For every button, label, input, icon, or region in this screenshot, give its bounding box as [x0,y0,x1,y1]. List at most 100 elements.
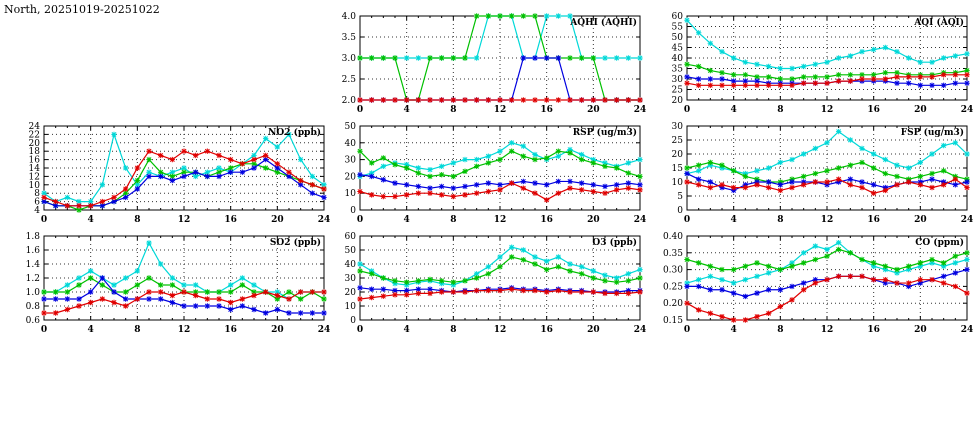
svg-text:0: 0 [350,206,356,216]
svg-text:60: 60 [672,12,684,22]
svg-text:8: 8 [134,325,140,335]
svg-text:0: 0 [684,325,690,335]
svg-text:40: 40 [345,260,357,270]
chart-o3: 0 10 20 30 40 50 60 0 4 8 12 16 20 24 O3 (ppb) [318,228,648,340]
svg-text:0.15: 0.15 [663,316,683,326]
svg-text:0: 0 [350,316,356,326]
svg-text:0: 0 [41,325,47,335]
svg-text:10: 10 [345,189,357,199]
fsp-title: FSP (ug/m3) [901,127,964,138]
svg-text:16: 16 [540,325,553,335]
svg-text:25: 25 [672,86,684,96]
svg-text:24: 24 [634,325,647,335]
svg-text:1.2: 1.2 [26,274,40,284]
svg-text:3.5: 3.5 [342,33,357,43]
svg-text:20: 20 [345,288,357,298]
svg-text:20: 20 [587,325,600,335]
svg-text:0.30: 0.30 [663,266,683,276]
svg-text:24: 24 [318,215,331,225]
svg-text:8: 8 [134,215,140,225]
svg-text:0.25: 0.25 [663,282,683,292]
svg-text:24: 24 [961,215,974,225]
svg-text:12: 12 [821,215,834,225]
svg-text:22: 22 [29,130,40,140]
svg-text:4: 4 [404,215,410,225]
svg-text:14: 14 [29,164,41,174]
svg-text:16: 16 [224,325,237,335]
svg-text:20: 20 [587,215,600,225]
svg-text:16: 16 [867,215,880,225]
chart-no2: 4 6 8 10 12 14 16 18 20 22 24 0 4 8 12 16 20 24 NO2 (ppb) [2,118,332,230]
svg-text:16: 16 [540,105,553,115]
svg-text:0: 0 [677,206,683,216]
rsp-plot: 0 10 20 30 40 50 0 4 8 12 16 20 24 RSP (ug/m3) [345,122,647,225]
svg-text:2.5: 2.5 [342,75,357,85]
svg-text:50: 50 [672,33,684,43]
svg-text:20: 20 [914,215,927,225]
so2-plot: 0.6 0.8 1.0 1.2 1.4 1.6 1.8 0 4 8 12 16 20 24 SO2 (ppb… [26,232,331,335]
svg-text:12: 12 [178,325,191,335]
svg-text:25: 25 [672,136,684,146]
svg-text:0: 0 [357,325,363,335]
svg-text:4: 4 [404,105,410,115]
svg-text:20: 20 [345,172,357,182]
svg-text:10: 10 [345,302,357,312]
svg-text:12: 12 [494,215,507,225]
svg-text:0.6: 0.6 [26,316,41,326]
svg-text:5: 5 [677,192,683,202]
svg-text:16: 16 [29,156,41,166]
svg-text:8: 8 [34,189,40,199]
chart-so2: 0.6 0.8 1.0 1.2 1.4 1.6 1.8 0 4 8 12 16 20 24 SO2 (ppb… [2,228,332,340]
svg-text:50: 50 [345,122,357,132]
svg-text:12: 12 [821,325,834,335]
svg-text:16: 16 [867,105,880,115]
svg-text:20: 20 [587,105,600,115]
svg-text:8: 8 [777,105,783,115]
svg-text:16: 16 [867,325,880,335]
svg-text:0.20: 0.20 [663,299,683,309]
fsp-plot: 0 5 10 15 20 25 30 0 4 8 12 16 20 24 FSP (ug/m3) [672,122,974,225]
svg-text:12: 12 [178,215,191,225]
svg-text:18: 18 [29,147,41,157]
svg-text:10: 10 [672,178,684,188]
svg-text:8: 8 [777,325,783,335]
svg-text:16: 16 [224,215,237,225]
svg-text:20: 20 [29,139,41,149]
svg-text:0.40: 0.40 [663,232,683,242]
svg-text:4: 4 [731,325,737,335]
co-plot: 0.15 0.20 0.25 0.30 0.35 0.40 0 4 8 12 16 20 24 CO (p… [663,232,973,335]
svg-text:1.8: 1.8 [26,232,41,242]
svg-text:8: 8 [450,215,456,225]
svg-text:0: 0 [684,215,690,225]
svg-text:12: 12 [494,105,507,115]
svg-text:8: 8 [450,105,456,115]
chart-rsp: 0 10 20 30 40 50 0 4 8 12 16 20 24 RSP (ug/m3) [318,118,648,230]
aqi-title: AQI (AQI) [913,17,964,28]
svg-text:3.0: 3.0 [342,54,357,64]
no2-title: NO2 (ppb) [268,127,321,138]
svg-text:0.8: 0.8 [26,302,41,312]
svg-text:30: 30 [345,274,357,284]
svg-text:10: 10 [29,181,41,191]
chart-aqhi: 2.0 2.5 3.0 3.5 4.0 0 4 8 12 16 20 24 AQHI (AQHI) [318,8,648,120]
svg-text:12: 12 [821,105,834,115]
page-title: North, 20251019-20251022 [4,3,160,16]
co-title: CO (ppm) [915,237,964,248]
svg-text:12: 12 [494,325,507,335]
svg-text:20: 20 [914,105,927,115]
svg-text:2.0: 2.0 [342,96,357,106]
svg-text:1.4: 1.4 [26,260,41,270]
svg-text:35: 35 [672,65,684,75]
svg-text:4: 4 [404,325,410,335]
svg-text:1.6: 1.6 [26,246,41,256]
svg-text:20: 20 [271,215,284,225]
svg-text:8: 8 [777,215,783,225]
svg-text:0: 0 [357,215,363,225]
svg-text:20: 20 [672,150,684,160]
svg-text:4: 4 [88,325,94,335]
svg-text:24: 24 [634,105,647,115]
o3-title: O3 (ppb) [592,237,637,248]
svg-text:16: 16 [540,215,553,225]
